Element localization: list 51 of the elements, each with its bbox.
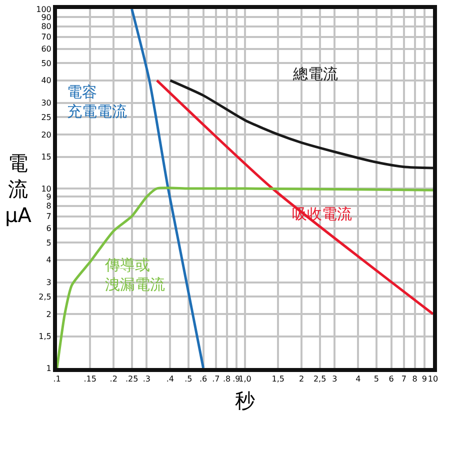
y-tick-label: 25 bbox=[41, 112, 52, 122]
x-tick-label: .15 bbox=[84, 374, 96, 384]
y-tick-label: 50 bbox=[41, 58, 52, 68]
x-tick-label: .3 bbox=[142, 374, 151, 384]
y-tick-label: 100 bbox=[36, 4, 52, 14]
x-tick-label: 7 bbox=[401, 374, 406, 384]
series-label: 傳導或洩漏電流 bbox=[104, 256, 165, 294]
x-tick-label: 2 bbox=[299, 374, 304, 384]
x-tick-label: .2 bbox=[110, 374, 118, 384]
y-tick-label: 1,5 bbox=[38, 332, 52, 342]
x-tick-label: 8 bbox=[412, 374, 418, 384]
y-tick-label: 4 bbox=[46, 256, 52, 265]
y-tick-label: 15 bbox=[41, 152, 52, 162]
x-tick-label: 4 bbox=[356, 374, 361, 384]
x-axis-title: 秒 bbox=[235, 388, 255, 413]
y-tick-label: 7 bbox=[46, 212, 52, 222]
y-tick-label: 20 bbox=[41, 130, 52, 140]
x-tick-label: .8 bbox=[222, 374, 231, 384]
y-tick-label: 2 bbox=[46, 310, 52, 319]
y-tick-label: 60 bbox=[41, 44, 52, 54]
x-tick-label: 1,0 bbox=[238, 374, 252, 384]
y-tick-label: 40 bbox=[41, 76, 52, 86]
x-tick-label: 10 bbox=[428, 374, 438, 384]
x-tick-label: .1 bbox=[53, 374, 61, 384]
x-tick-label: 3 bbox=[332, 374, 338, 384]
y-tick-label: 70 bbox=[41, 32, 52, 42]
x-tick-label: .25 bbox=[125, 374, 138, 384]
y-tick-label: 1 bbox=[46, 364, 52, 373]
y-tick-label: 3 bbox=[46, 278, 52, 288]
y-axis-title: 電流μA bbox=[5, 151, 32, 227]
x-tick-label: 9 bbox=[422, 374, 427, 384]
x-tick-label: .4 bbox=[166, 374, 174, 384]
y-tick-label: 10 bbox=[41, 184, 52, 194]
y-tick-label: 9 bbox=[46, 192, 52, 202]
x-tick-label: 2,5 bbox=[313, 374, 326, 384]
y-tick-label: 2,5 bbox=[38, 292, 52, 302]
y-tick-label: 8 bbox=[46, 202, 52, 211]
series-label: 電容充電電流 bbox=[67, 83, 127, 120]
x-tick-label: 1,5 bbox=[272, 374, 284, 384]
y-tick-label: 5 bbox=[46, 238, 52, 248]
x-tick-label: 6 bbox=[388, 374, 394, 384]
x-tick-label: .9 bbox=[232, 374, 240, 384]
y-tick-label: 80 bbox=[41, 22, 52, 32]
y-tick-label: 6 bbox=[46, 224, 52, 234]
text: 總電流 bbox=[292, 65, 338, 83]
x-tick-label: 5 bbox=[374, 374, 379, 384]
x-tick-label: .5 bbox=[184, 374, 192, 384]
x-tick-label: .6 bbox=[199, 374, 208, 384]
y-tick-label: 90 bbox=[41, 13, 52, 22]
y-tick-label: 30 bbox=[41, 98, 52, 108]
x-tick-label: .7 bbox=[212, 374, 220, 384]
